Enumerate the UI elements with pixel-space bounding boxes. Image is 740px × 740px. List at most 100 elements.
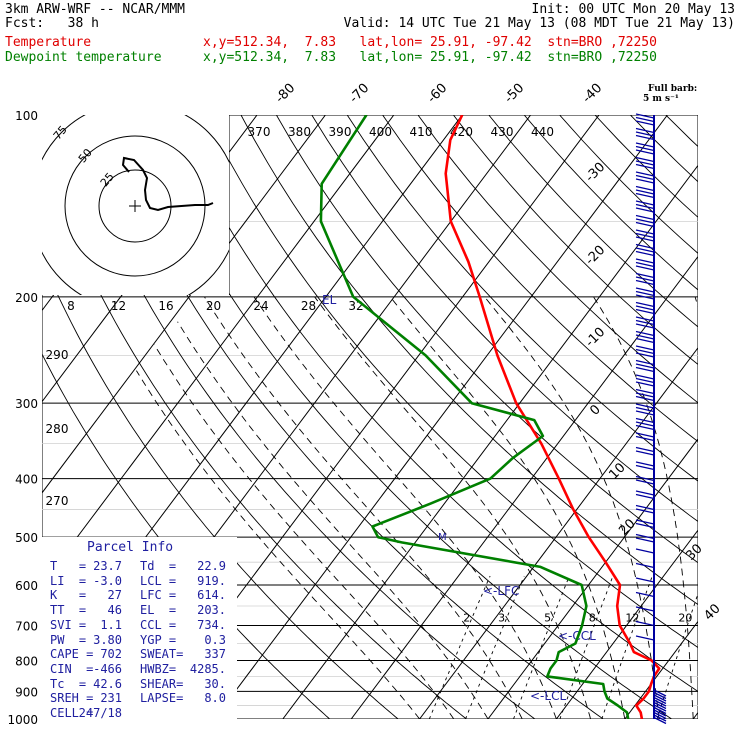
isotherm-line — [213, 115, 668, 719]
parcel-info-cell: CCL = — [140, 617, 177, 632]
mixing-ratio-line — [559, 575, 614, 719]
wind-barb — [635, 243, 655, 250]
dry-adiabat-line — [205, 115, 698, 649]
parcel-info-cell: LI = — [50, 573, 87, 588]
wind-barb — [635, 185, 655, 192]
mixing-ratio-line — [513, 575, 570, 719]
dewpoint-trace — [319, 115, 630, 719]
pressure-tick-label: 1000 — [7, 713, 38, 727]
parcel-info-cell: 3.80 — [93, 632, 122, 647]
theta-label: 410 — [410, 125, 433, 139]
wind-barb-low — [653, 694, 667, 702]
wind-barb — [635, 316, 655, 322]
parcel-info-cell: YGP = — [140, 632, 177, 647]
parcel-info-cell: LAPSE= — [140, 691, 184, 706]
isotherm-line — [350, 255, 698, 719]
wind-barb — [635, 236, 655, 242]
isotherm-label: -70 — [347, 81, 373, 107]
wind-barb — [635, 229, 655, 235]
wind-barb-low — [653, 699, 667, 707]
wind-barb — [635, 145, 655, 152]
wind-barb — [635, 424, 655, 431]
parcel-info-cell: PW = — [50, 632, 87, 647]
wind-barb — [635, 464, 655, 471]
wind-barb — [635, 120, 655, 126]
mixing-ratio-label: 20 — [678, 611, 692, 624]
wind-barb — [635, 475, 655, 482]
parcel-info-cell: SVI = — [50, 617, 87, 632]
mixing-ratio-label: 5 — [544, 611, 551, 624]
parcel-annotation: EL — [322, 293, 337, 307]
wind-barb — [635, 461, 655, 467]
wind-barb — [635, 127, 655, 134]
parcel-info-cell: 734. — [197, 617, 226, 632]
parcel-info-cell: 46 — [107, 603, 122, 618]
wind-barb — [635, 156, 655, 163]
mixing-ratio-line — [656, 592, 698, 719]
isotherm-line — [282, 164, 698, 719]
theta-side-label: 290 — [46, 348, 69, 362]
wind-barb — [635, 200, 655, 206]
isotherm-label: -80 — [273, 81, 299, 107]
model-title: 3km ARW-WRF -- NCAR/MMM — [5, 2, 186, 17]
hodograph-tick-label: 24 — [253, 299, 268, 313]
forecast-hour: Fcst: 38 h — [5, 16, 99, 31]
parcel-info-cell: HWBZ= — [140, 661, 177, 676]
wind-barb — [635, 287, 655, 293]
wind-barb — [635, 522, 655, 529]
dry-adiabat-line — [311, 115, 698, 523]
wind-barb — [635, 417, 655, 424]
wind-barb — [635, 374, 655, 380]
wind-barb — [635, 577, 655, 583]
wind-barb — [635, 203, 655, 210]
wind-barb — [635, 435, 655, 442]
wind-barbs — [635, 113, 667, 725]
parcel-info-cell: SREH = — [50, 691, 94, 706]
wind-barb — [635, 406, 655, 413]
parcel-info-cell: Tc = — [50, 676, 87, 691]
parcel-info-cell: LFC = — [140, 588, 177, 603]
parcel-annotation: <-LFC — [483, 584, 519, 598]
isotherm-label: 10 — [606, 460, 628, 482]
dry-adiabat-line — [42, 155, 467, 719]
theta-side-label: 270 — [46, 494, 69, 508]
wind-barb — [635, 330, 655, 337]
wind-barb — [635, 290, 655, 297]
isotherm-line — [487, 438, 698, 719]
wind-barb — [635, 232, 655, 239]
parcel-info-cell: 614. — [197, 588, 226, 603]
moist-adiabat-line — [694, 296, 698, 309]
wind-barb — [635, 388, 655, 395]
hodograph-tick-label: 20 — [206, 299, 221, 313]
wind-barb — [635, 533, 655, 540]
moist-adiabat-line — [136, 370, 420, 719]
temperature-trace — [444, 115, 661, 719]
valid-time: Valid: 14 UTC Tue 21 May 13 (08 MDT Tue … — [343, 16, 735, 31]
wind-barb-low — [653, 689, 667, 697]
dry-adiabat-line — [346, 115, 698, 482]
wind-barb — [635, 272, 655, 279]
wind-barb — [635, 490, 655, 496]
isotherm-line — [42, 115, 326, 494]
wind-barb — [635, 279, 655, 286]
wind-barb — [635, 493, 655, 500]
dry-adiabat-line — [240, 115, 698, 606]
isotherm-label: -40 — [580, 81, 606, 107]
theta-label: 390 — [329, 125, 352, 139]
mixing-ratio-label: 12 — [625, 611, 639, 624]
pressure-tick-label: 300 — [15, 397, 38, 411]
wind-barb — [635, 142, 655, 148]
parcel-info-cell: 22.9 — [197, 559, 226, 573]
parcel-info-cell: K = — [50, 588, 87, 603]
hodograph-tick-label: 16 — [158, 299, 173, 313]
theta-label: 370 — [248, 125, 271, 139]
wind-barb — [635, 359, 655, 366]
mixing-ratio-label: 8 — [589, 611, 596, 624]
moist-adiabat-line — [204, 296, 523, 719]
moist-adiabat-line — [593, 296, 694, 719]
wind-barb — [635, 395, 655, 402]
wind-barb — [635, 174, 655, 181]
wind-barb — [635, 308, 655, 315]
wind-barb-low — [653, 716, 667, 725]
